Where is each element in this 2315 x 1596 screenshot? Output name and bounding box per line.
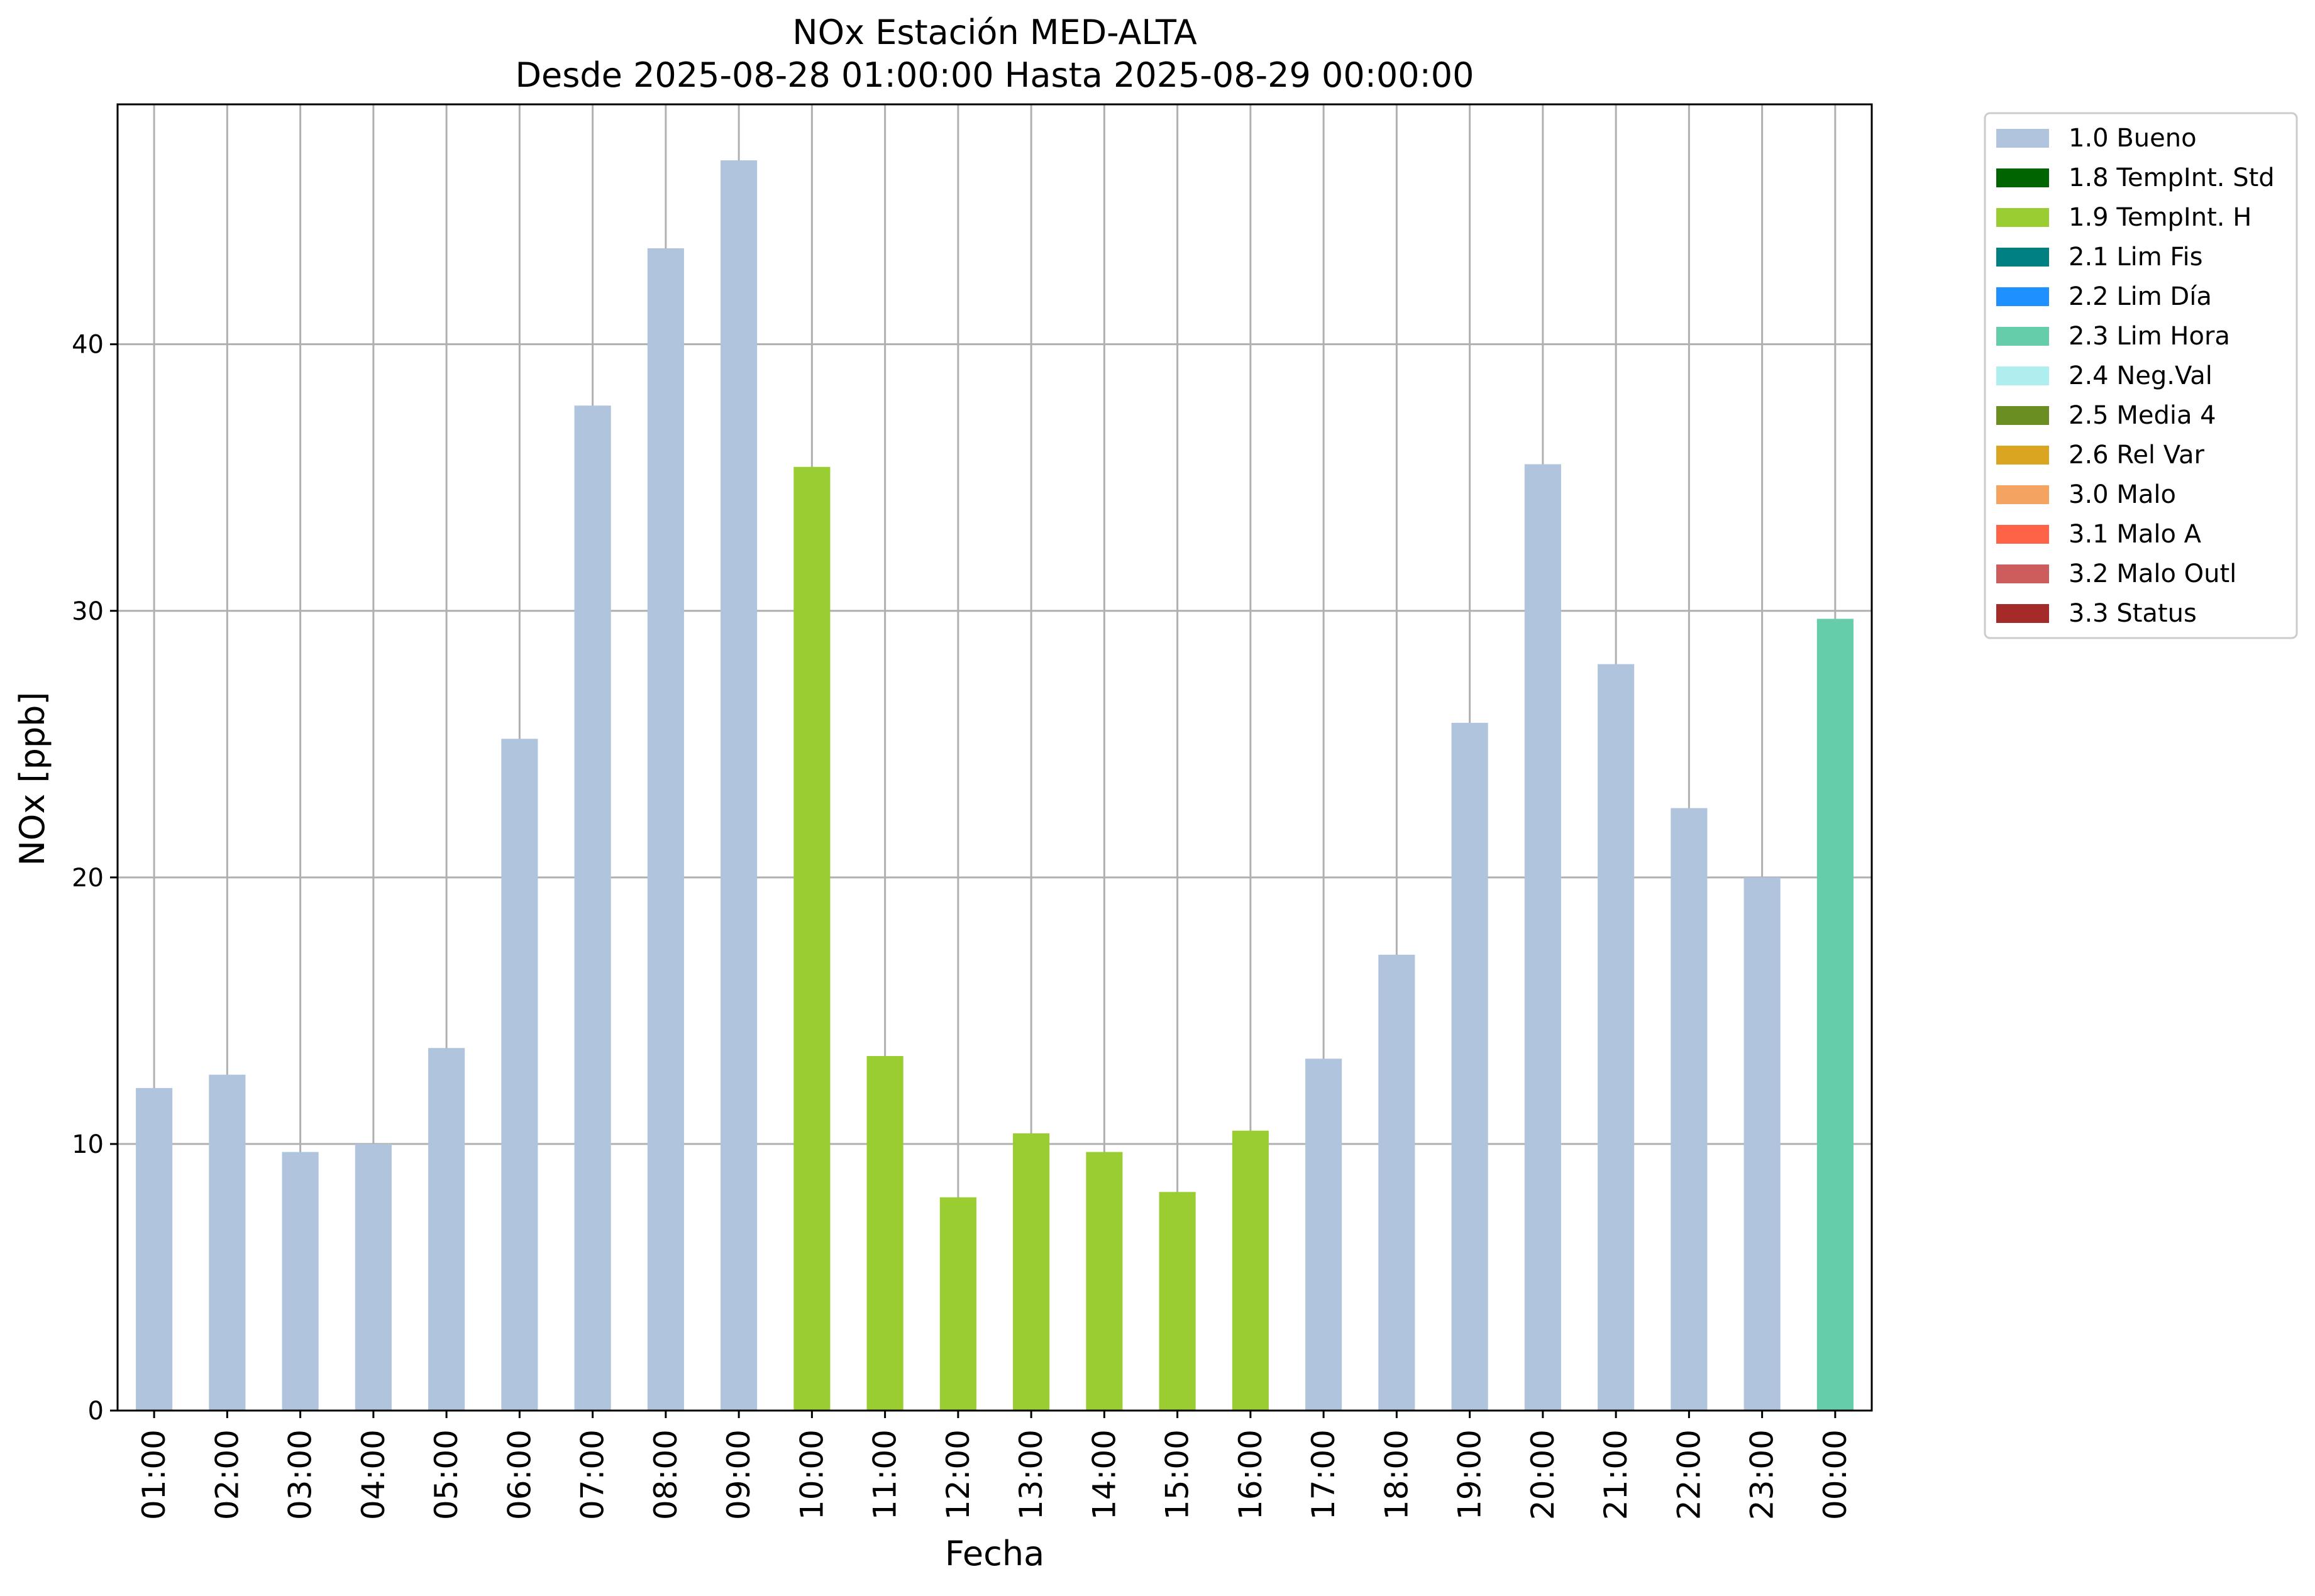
x-tick-label: 20:00 [1525, 1429, 1561, 1520]
bar [574, 405, 611, 1411]
y-tick-label: 10 [72, 1130, 104, 1159]
x-axis-label: Fecha [945, 1534, 1044, 1573]
legend-swatch [1996, 366, 2049, 385]
legend-label: 2.1 Lim Fis [2069, 243, 2202, 272]
bar [1524, 464, 1561, 1411]
x-tick-label: 08:00 [648, 1429, 684, 1520]
legend-swatch [1996, 604, 2049, 623]
legend-label: 2.5 Media 4 [2069, 401, 2216, 430]
bar [282, 1152, 319, 1411]
plot-frame [116, 103, 1873, 1412]
x-tick-label: 04:00 [355, 1429, 392, 1520]
x-tick-label: 12:00 [940, 1429, 976, 1520]
chart-title-line1: NOx Estación MED-ALTA [792, 13, 1197, 52]
bar [1378, 954, 1415, 1411]
legend-swatch [1996, 129, 2049, 148]
x-tick-label: 21:00 [1598, 1429, 1634, 1520]
x-tick-label: 16:00 [1232, 1429, 1269, 1520]
legend-swatch [1996, 248, 2049, 267]
legend-label: 3.3 Status [2069, 599, 2197, 628]
legend-label: 2.6 Rel Var [2069, 441, 2205, 470]
legend-label: 2.2 Lim Día [2069, 282, 2212, 311]
x-tick-label: 15:00 [1159, 1429, 1196, 1520]
bar [1086, 1152, 1123, 1411]
x-tick-label: 23:00 [1744, 1429, 1781, 1520]
x-tick-label: 11:00 [867, 1429, 903, 1520]
y-tick-label: 30 [72, 597, 104, 626]
bar [1671, 808, 1708, 1411]
legend-swatch [1996, 168, 2049, 187]
x-tick-label: 07:00 [575, 1429, 611, 1520]
legend: 1.0 Bueno 1.8 TempInt. Std 1.9 TempInt. H 2… [1984, 112, 2298, 639]
bar [1305, 1059, 1342, 1411]
bar [209, 1074, 246, 1411]
x-tick-label: 10:00 [793, 1429, 830, 1520]
legend-label: 1.9 TempInt. H [2069, 203, 2251, 232]
x-tick-label: 05:00 [428, 1429, 465, 1520]
y-tick-label: 40 [72, 331, 104, 360]
legend-label: 3.0 Malo [2069, 480, 2176, 509]
bar [355, 1143, 392, 1411]
legend-swatch [1996, 564, 2049, 583]
legend-swatch [1996, 485, 2049, 504]
y-tick-label: 0 [88, 1397, 104, 1426]
legend-swatch [1996, 446, 2049, 465]
bar [1598, 664, 1635, 1411]
axes: 0 10 20 30 40 01:00 02:00 03:00 04:00 05:00 06:00 0… [72, 103, 1873, 1520]
x-tick-label: 18:00 [1378, 1429, 1415, 1520]
bar [793, 466, 831, 1411]
x-tick-label: 13:00 [1013, 1429, 1049, 1520]
x-tick-label: 06:00 [501, 1429, 538, 1520]
x-tick-label: 02:00 [209, 1429, 245, 1520]
legend-label: 1.0 Bueno [2069, 124, 2197, 153]
legend-label: 1.8 TempInt. Std [2069, 163, 2275, 192]
bar [647, 248, 684, 1411]
x-tick-label: 09:00 [721, 1429, 757, 1520]
bar [939, 1197, 976, 1411]
legend-label: 3.2 Malo Outl [2069, 559, 2236, 588]
x-tick-label: 00:00 [1817, 1429, 1854, 1520]
legend-label: 3.1 Malo A [2069, 520, 2202, 549]
x-tick-label: 19:00 [1452, 1429, 1488, 1520]
x-tick-label: 14:00 [1086, 1429, 1122, 1520]
x-tick-label: 03:00 [282, 1429, 319, 1520]
legend-swatch [1996, 287, 2049, 306]
legend-swatch [1996, 208, 2049, 227]
x-tick-label: 22:00 [1671, 1429, 1707, 1520]
legend-swatch [1996, 327, 2049, 346]
bar [428, 1048, 465, 1411]
bar [721, 160, 758, 1411]
chart-title-line2: Desde 2025-08-28 01:00:00 Hasta 2025-08-… [515, 55, 1474, 95]
bar [136, 1087, 173, 1411]
legend-swatch [1996, 406, 2049, 425]
y-tick-label: 20 [72, 864, 104, 893]
x-tick-label: 17:00 [1305, 1429, 1342, 1520]
y-axis-label: NOx [ppb] [13, 692, 52, 866]
x-tick-label: 01:00 [136, 1429, 172, 1520]
bar [1816, 619, 1854, 1411]
bar [1743, 877, 1781, 1411]
legend-label: 2.4 Neg.Val [2069, 361, 2213, 390]
bar [501, 739, 538, 1411]
bar [1013, 1133, 1050, 1411]
legend-swatch [1996, 525, 2049, 544]
bar [1159, 1192, 1196, 1411]
bar [1232, 1130, 1269, 1411]
bars [136, 160, 1854, 1411]
bar [866, 1055, 903, 1411]
legend-label: 2.3 Lim Hora [2069, 322, 2230, 351]
bar [1451, 722, 1488, 1411]
legend-frame [1984, 112, 2298, 639]
